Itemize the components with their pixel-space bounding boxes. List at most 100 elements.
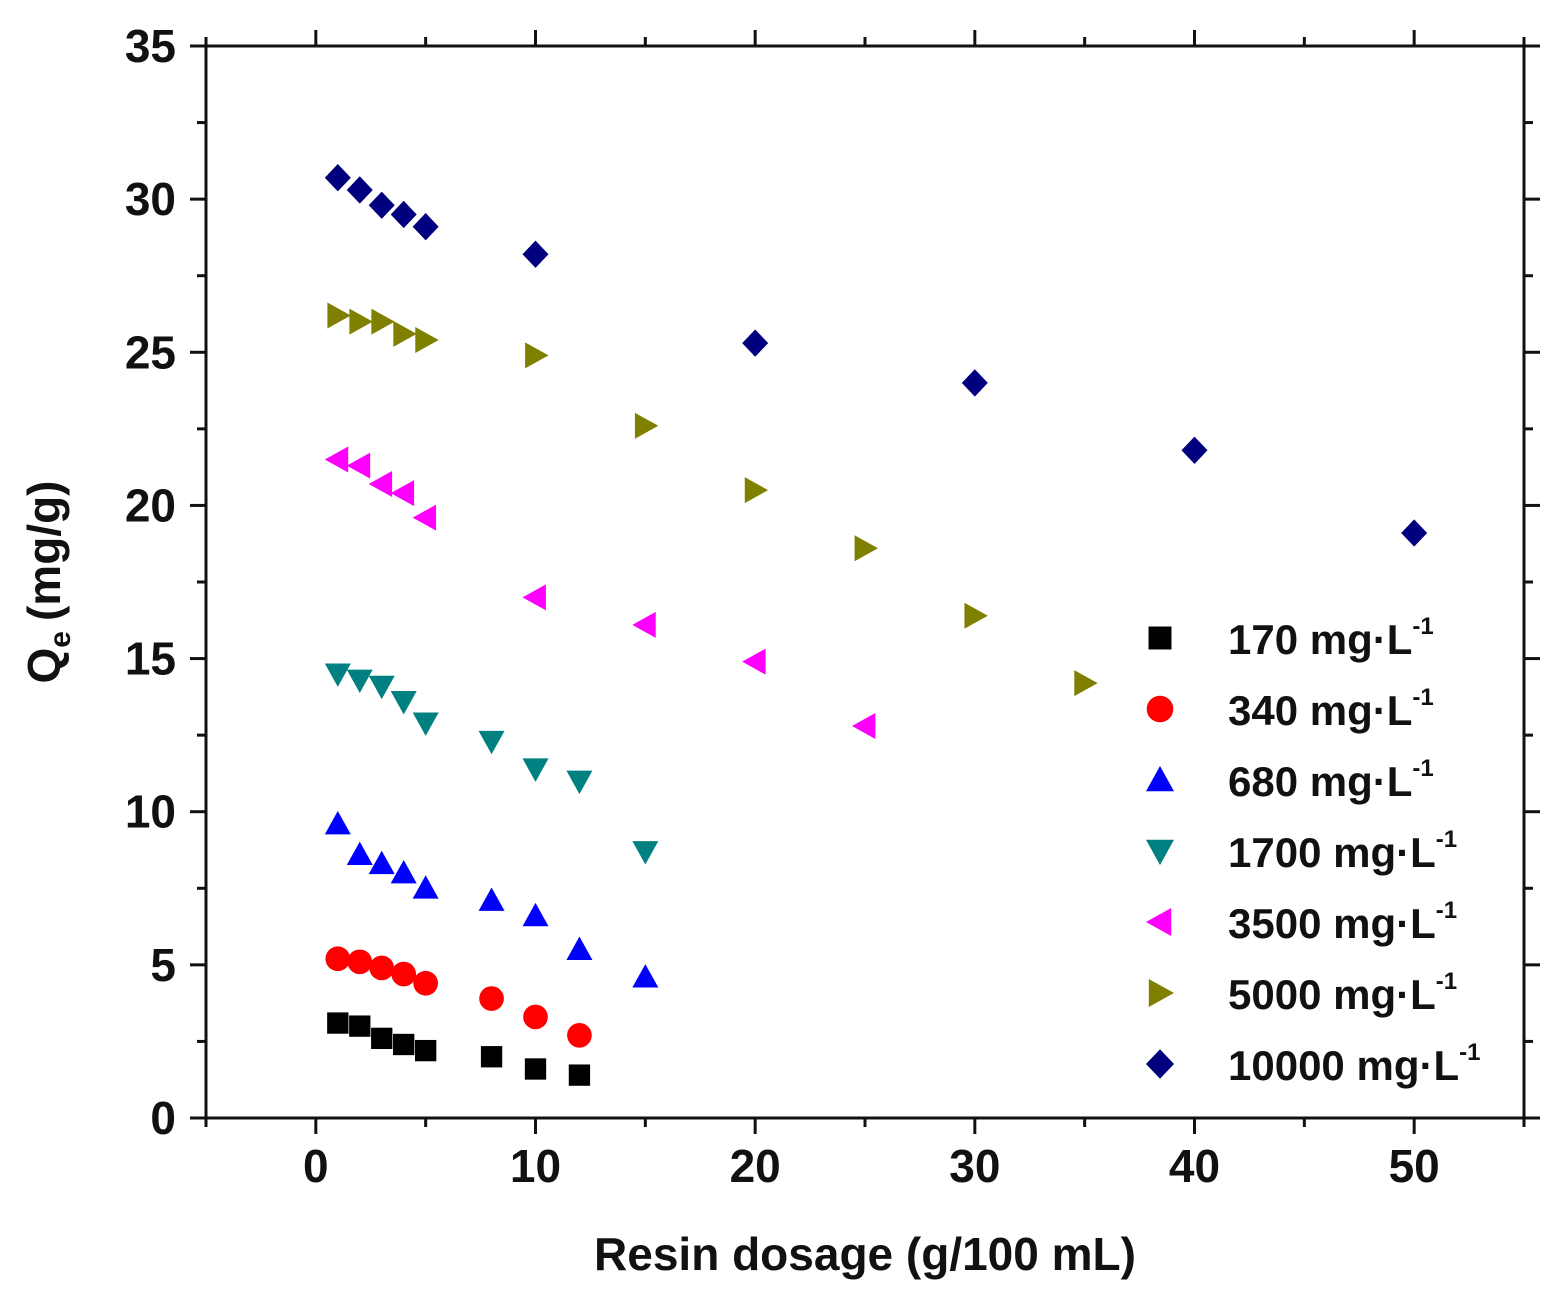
y-tick-label: 5 bbox=[150, 939, 176, 991]
legend-marker bbox=[1146, 1049, 1174, 1079]
data-point bbox=[325, 946, 351, 972]
data-point bbox=[964, 602, 988, 629]
data-point bbox=[632, 964, 659, 988]
data-point bbox=[390, 859, 417, 884]
data-point bbox=[390, 480, 415, 507]
y-tick-label: 35 bbox=[125, 20, 176, 72]
data-point bbox=[415, 1039, 437, 1062]
data-point bbox=[566, 936, 593, 960]
series-170 bbox=[327, 1012, 591, 1086]
data-point bbox=[368, 850, 395, 875]
legend-unit: mg·L bbox=[1310, 687, 1413, 734]
x-tick-label: 0 bbox=[303, 1140, 329, 1192]
data-point bbox=[412, 504, 437, 531]
legend-label: 170 mg·L-1 bbox=[1228, 613, 1434, 663]
legend-unit-exponent: -1 bbox=[1412, 755, 1433, 782]
data-point bbox=[742, 648, 766, 675]
x-tick-label: 20 bbox=[730, 1140, 781, 1192]
data-point bbox=[347, 949, 373, 975]
legend-series-name: 3500 bbox=[1228, 900, 1333, 947]
legend-marker bbox=[1146, 695, 1174, 723]
data-point bbox=[346, 452, 371, 479]
legend-label: 1700 mg·L-1 bbox=[1228, 826, 1457, 876]
data-point bbox=[852, 712, 876, 739]
data-point bbox=[324, 663, 351, 687]
legend-series-name: 1700 bbox=[1228, 829, 1333, 876]
legend-label: 10000 mg·L-1 bbox=[1228, 1039, 1480, 1089]
data-point bbox=[327, 302, 351, 329]
data-point bbox=[349, 308, 373, 335]
data-point bbox=[632, 841, 659, 865]
data-point bbox=[415, 327, 439, 354]
legend-label: 680 mg·L-1 bbox=[1228, 755, 1434, 805]
legend-unit-exponent: -1 bbox=[1412, 613, 1433, 640]
y-tick-label: 20 bbox=[125, 479, 176, 531]
data-point bbox=[346, 841, 373, 865]
data-point bbox=[324, 164, 351, 192]
legend-unit-exponent: -1 bbox=[1412, 684, 1433, 711]
legend-unit: mg·L bbox=[1333, 900, 1436, 947]
data-point bbox=[961, 369, 988, 397]
legend-label: 340 mg·L-1 bbox=[1228, 684, 1434, 734]
data-point bbox=[524, 1058, 547, 1080]
data-point bbox=[346, 176, 373, 204]
data-point bbox=[632, 611, 656, 638]
legend-marker bbox=[1146, 839, 1174, 865]
data-point bbox=[854, 535, 878, 562]
data-point bbox=[522, 758, 549, 782]
legend-series-name: 10000 bbox=[1228, 1042, 1356, 1089]
data-point bbox=[522, 584, 546, 611]
data-point bbox=[349, 1015, 371, 1037]
legend-marker bbox=[1146, 908, 1172, 936]
data-point bbox=[744, 477, 769, 504]
x-tick-label: 30 bbox=[949, 1140, 1000, 1192]
y-tick-label: 0 bbox=[150, 1092, 176, 1144]
legend-series-name: 680 bbox=[1228, 758, 1310, 805]
y-axis-title-unit: (mg/g) bbox=[18, 481, 70, 622]
legend-marker bbox=[1148, 979, 1174, 1007]
legend-label: 3500 mg·L-1 bbox=[1228, 897, 1457, 947]
data-point bbox=[390, 200, 417, 229]
data-point bbox=[413, 970, 439, 996]
y-tick-label: 30 bbox=[125, 173, 176, 225]
legend-unit-exponent: -1 bbox=[1436, 826, 1457, 853]
data-point bbox=[568, 1064, 591, 1086]
series-680 bbox=[324, 810, 659, 988]
legend-unit: mg·L bbox=[1310, 616, 1413, 663]
data-point bbox=[1074, 670, 1098, 697]
x-tick-labels: 0 10 20 30 40 50 bbox=[303, 1140, 1440, 1192]
data-point bbox=[391, 961, 417, 987]
data-point bbox=[368, 191, 395, 219]
data-point bbox=[368, 675, 395, 700]
y-axis-title-subscript: e bbox=[44, 631, 77, 648]
series-5000 bbox=[327, 302, 1098, 697]
legend-unit: mg·L bbox=[1356, 1042, 1459, 1089]
y-tick-labels: 0 5 10 15 20 25 30 35 bbox=[125, 20, 176, 1144]
legend-label: 5000 mg·L-1 bbox=[1228, 968, 1457, 1018]
legend-unit-exponent: -1 bbox=[1436, 968, 1457, 995]
data-point bbox=[1401, 519, 1428, 547]
data-point bbox=[1181, 436, 1208, 464]
legend-series-name: 170 bbox=[1228, 616, 1310, 663]
legend-unit: mg·L bbox=[1333, 829, 1436, 876]
data-point bbox=[522, 902, 549, 927]
data-point bbox=[371, 1027, 393, 1050]
data-point bbox=[393, 1033, 415, 1056]
data-point bbox=[346, 669, 373, 694]
data-point bbox=[567, 1022, 592, 1048]
legend-marker bbox=[1148, 626, 1172, 650]
y-tick-label: 25 bbox=[125, 326, 176, 378]
legend-unit-exponent: -1 bbox=[1436, 897, 1457, 924]
series-3500 bbox=[324, 446, 876, 739]
data-point bbox=[742, 329, 769, 357]
data-point bbox=[368, 470, 393, 497]
data-point bbox=[369, 955, 395, 981]
series-340 bbox=[325, 946, 592, 1048]
y-tick-label: 15 bbox=[125, 633, 176, 685]
data-point bbox=[324, 810, 351, 835]
legend-unit: mg·L bbox=[1333, 971, 1436, 1018]
data-point bbox=[480, 1046, 503, 1068]
data-point bbox=[412, 712, 439, 736]
